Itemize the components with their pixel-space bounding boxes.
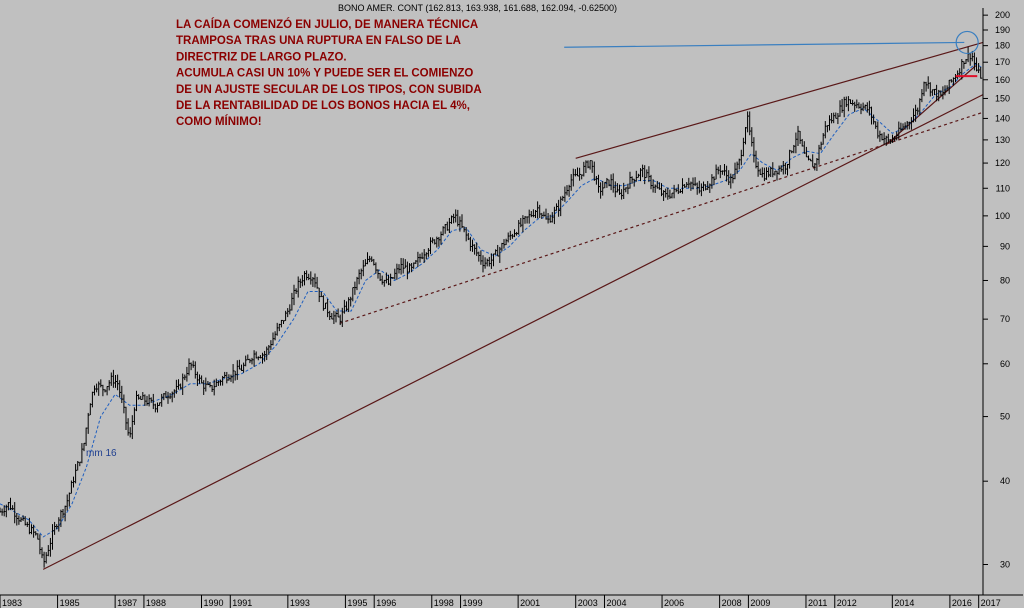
y-tick-label: 100: [995, 211, 1010, 221]
trendline: [42, 94, 984, 570]
trendline: [886, 65, 977, 145]
x-tick-label: 1987: [117, 598, 137, 608]
moving-average-layer: [0, 63, 982, 538]
annotation-line: ACUMULA CASI UN 10% Y PUEDE SER EL COMIE…: [176, 68, 473, 80]
annotation-line: COMO MÍNIMO!: [176, 115, 262, 128]
moving-average-line: [0, 63, 982, 538]
x-tick-label: 1991: [232, 598, 252, 608]
trendline: [575, 41, 984, 159]
annotation-text: LA CAÍDA COMENZÓ EN JULIO, DE MANERA TÉC…: [176, 18, 482, 128]
y-tick-label: 30: [1000, 559, 1010, 569]
y-tick-label: 190: [995, 25, 1010, 35]
y-tick-label: 90: [1000, 241, 1010, 251]
x-tick-label: 1995: [347, 598, 367, 608]
y-tick-label: 200: [995, 10, 1010, 20]
moving-average-label: mm 16: [86, 448, 117, 459]
annotation-line: DE LA RENTABILIDAD DE LOS BONOS HACIA EL…: [176, 100, 470, 112]
price-layer: [0, 46, 983, 568]
x-tick-label: 2016: [952, 598, 972, 608]
y-tick-label: 40: [1000, 476, 1010, 486]
dashed-trendline: [339, 111, 984, 324]
x-tick-label: 2011: [808, 598, 827, 608]
x-tick-label: 2008: [722, 598, 742, 608]
annotation-line: TRAMPOSA TRAS UNA RUPTURA EN FALSO DE LA: [176, 35, 461, 47]
x-tick-label: 2014: [894, 598, 914, 608]
chart-header: BONO AMER. CONT (162.813, 163.938, 161.6…: [338, 3, 617, 13]
x-tick-label: 2009: [750, 598, 770, 608]
y-tick-label: 140: [995, 113, 1010, 123]
x-tick-label: 1988: [146, 598, 166, 608]
axes-layer: 30 40 50 60 70 80 90 100 110 120 130 140 150 160 170 18…: [0, 8, 1023, 608]
resistance-line: [564, 41, 965, 48]
y-tick-label: 170: [995, 57, 1010, 67]
y-tick-label: 120: [995, 158, 1010, 168]
y-tick-label: 180: [995, 41, 1010, 51]
y-tick-label: 60: [1000, 359, 1010, 369]
y-tick-label: 50: [1000, 412, 1010, 422]
x-tick-label: 2003: [578, 598, 598, 608]
y-tick-label: 110: [996, 183, 1010, 193]
annotation-line: DIRECTRIZ DE LARGO PLAZO.: [176, 51, 347, 63]
x-tick-label: 1999: [463, 598, 483, 608]
x-tick-label: 1998: [434, 598, 454, 608]
y-tick-label: 70: [1000, 314, 1010, 324]
highlight-circle: [955, 30, 979, 55]
x-tick-label: 1993: [290, 598, 310, 608]
x-tick-label: 1983: [2, 598, 22, 608]
y-tick-label: 160: [995, 75, 1010, 85]
annotation-line: DE UN AJUSTE SECULAR DE LOS TIPOS, CON S…: [176, 84, 482, 96]
y-tick-label: 80: [1000, 275, 1010, 285]
trendlines-layer: [42, 41, 984, 570]
x-tick-label: 2004: [606, 598, 626, 608]
x-tick-label: 2012: [837, 598, 857, 608]
y-tick-label: 150: [995, 93, 1010, 103]
x-tick-label: 2006: [664, 598, 684, 608]
x-tick-label: 2001: [520, 598, 540, 608]
x-tick-label: 2017: [981, 598, 1001, 608]
annotation-line: LA CAÍDA COMENZÓ EN JULIO, DE MANERA TÉC…: [176, 18, 478, 31]
y-tick-label: 130: [995, 135, 1010, 145]
x-tick-label: 1990: [203, 598, 223, 608]
x-tick-label: 1996: [376, 598, 396, 608]
annotation-marks-layer: [564, 30, 979, 78]
x-tick-label: 1985: [60, 598, 80, 608]
